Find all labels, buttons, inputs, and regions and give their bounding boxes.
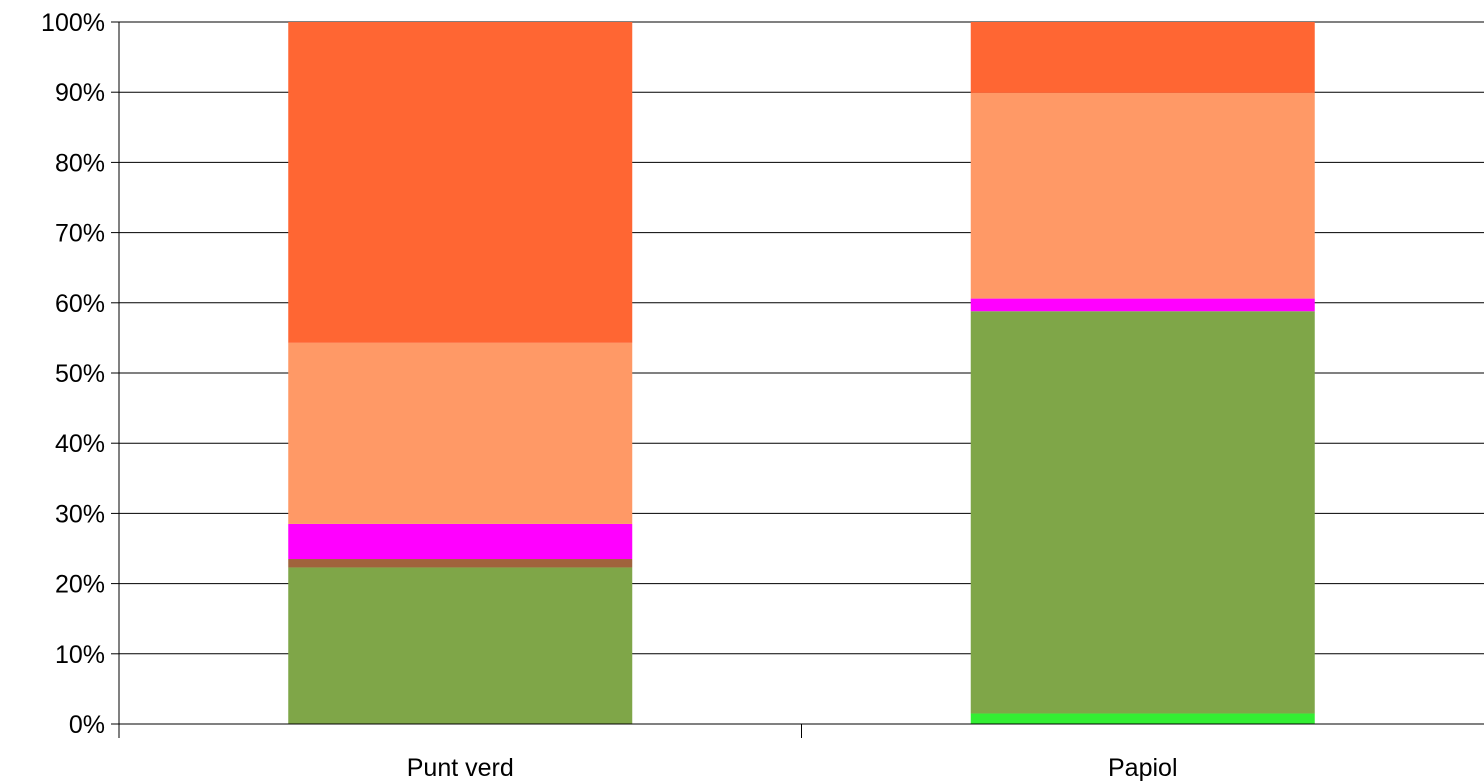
x-category-label: Punt verd [407,754,514,782]
bar-segments [288,22,1315,724]
bar-segment-0-5 [288,22,633,343]
y-tick-labels: 0% 10% 20% 30% 40% 50% 60% 70% 80% 90% 100% [41,9,119,739]
y-tick-label: 90% [55,79,105,107]
bar-segment-0-4 [288,342,633,524]
bar-segment-0-3 [288,523,633,560]
y-tick-label: 0% [69,711,105,739]
bar-segment-1-3 [970,298,1315,312]
y-tick-label: 60% [55,290,105,318]
y-tick-label: 40% [55,430,105,458]
x-category-label: Papiol [1108,754,1178,782]
bar-segment-1-4 [970,92,1315,299]
y-tick-label: 100% [41,9,105,37]
y-tick-label: 30% [55,500,105,528]
bar-segment-0-2 [288,559,633,568]
x-category-labels: Punt verd Papiol [118,724,1178,782]
y-tick-label: 70% [55,220,105,248]
bar-segment-0-1 [288,567,633,724]
bar-segment-1-5 [970,22,1315,93]
y-tick-label: 50% [55,360,105,388]
y-tick-label: 20% [55,571,105,599]
y-tick-label: 10% [55,641,105,669]
y-tick-label: 80% [55,149,105,177]
bar-segment-1-0 [970,713,1315,724]
bar-segment-1-1 [970,311,1315,714]
